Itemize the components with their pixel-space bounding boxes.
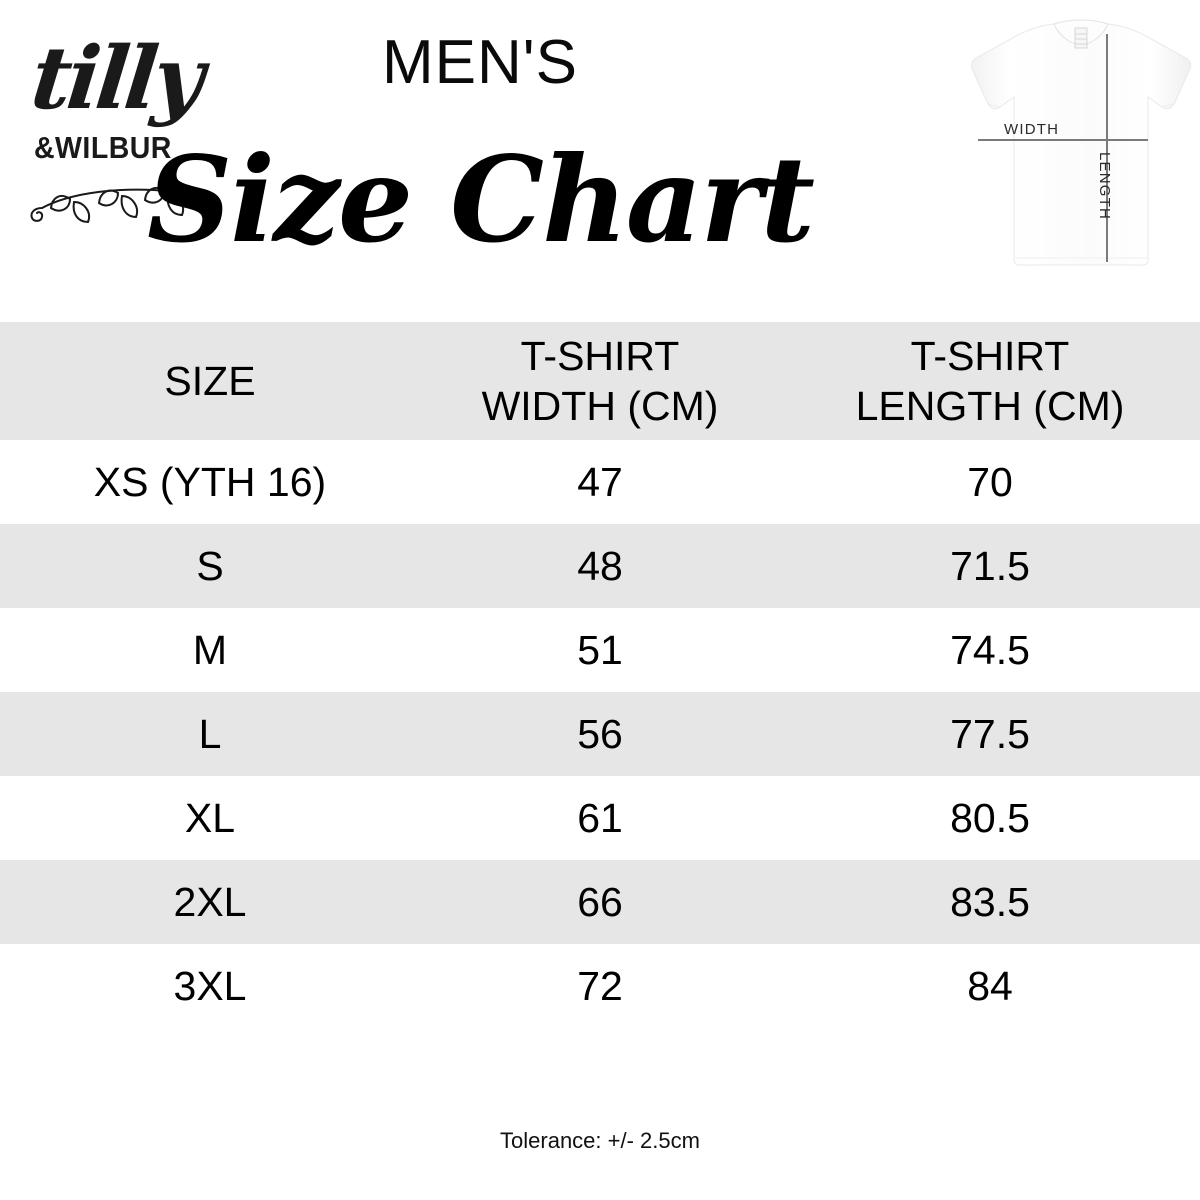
cell-size: S <box>196 542 224 589</box>
cell-length: 77.5 <box>950 710 1030 757</box>
brand-sub-name: &WILBUR <box>34 130 172 165</box>
cell-length: 84 <box>967 962 1013 1009</box>
page-title: Size Chart <box>146 130 815 269</box>
table-row: M 51 74.5 <box>0 608 1200 692</box>
tshirt-measurement-diagram: WIDTH LENGTH <box>962 12 1200 308</box>
column-header-width-line2: WIDTH (CM) <box>481 383 719 429</box>
table-row: XL 61 80.5 <box>0 776 1200 860</box>
column-header-width: T-SHIRT WIDTH (CM) <box>420 322 780 440</box>
cell-width: 61 <box>577 794 623 841</box>
laurel-branch-icon <box>26 164 212 230</box>
table-body: XS (YTH 16) 47 70 S 48 71.5 M 51 74.5 L 56 77.5 XL 61… <box>0 440 1200 1028</box>
cell-length: 71.5 <box>950 542 1030 589</box>
table-header-row: SIZE T-SHIRT WIDTH (CM) T-SHIRT LENGTH (… <box>0 322 1200 440</box>
cell-width: 51 <box>577 626 623 673</box>
cell-size: 3XL <box>173 962 247 1009</box>
cell-size: M <box>192 626 228 673</box>
tolerance-note: Tolerance: +/- 2.5cm <box>500 1128 700 1153</box>
table-row: 3XL 72 84 <box>0 944 1200 1028</box>
table-header: SIZE T-SHIRT WIDTH (CM) T-SHIRT LENGTH (… <box>0 322 1200 440</box>
category-title: MEN'S <box>382 28 578 97</box>
cell-width: 48 <box>577 542 623 589</box>
column-header-length-line2: LENGTH (CM) <box>855 383 1125 429</box>
cell-size: 2XL <box>173 878 247 925</box>
measurement-lines <box>978 34 1148 262</box>
table-row: S 48 71.5 <box>0 524 1200 608</box>
cell-width: 66 <box>577 878 623 925</box>
cell-length: 80.5 <box>950 794 1030 841</box>
column-header-width-line1: T-SHIRT <box>520 332 680 379</box>
cell-width: 56 <box>577 710 623 757</box>
page-header: tilly &WILBUR <box>0 0 1200 322</box>
length-label: LENGTH <box>1096 152 1113 220</box>
cell-size: XS (YTH 16) <box>93 458 327 505</box>
table-row: L 56 77.5 <box>0 692 1200 776</box>
cell-length: 83.5 <box>950 878 1030 925</box>
column-header-size: SIZE <box>164 357 256 404</box>
table-row: XS (YTH 16) 47 70 <box>0 440 1200 524</box>
cell-length: 74.5 <box>950 626 1030 673</box>
cell-size: L <box>198 710 222 757</box>
column-header-length-line1: T-SHIRT <box>910 332 1070 379</box>
cell-width: 72 <box>577 962 623 1009</box>
cell-length: 70 <box>967 458 1013 505</box>
cell-size: XL <box>184 794 236 841</box>
brand-logo: tilly &WILBUR <box>24 28 214 246</box>
cell-width: 47 <box>577 458 623 505</box>
size-chart-table: SIZE T-SHIRT WIDTH (CM) T-SHIRT LENGTH (… <box>0 322 1200 1028</box>
table-row: 2XL 66 83.5 <box>0 860 1200 944</box>
width-label: WIDTH <box>1004 121 1059 138</box>
tshirt-shape <box>970 19 1192 266</box>
column-header-length: T-SHIRT LENGTH (CM) <box>780 322 1200 440</box>
